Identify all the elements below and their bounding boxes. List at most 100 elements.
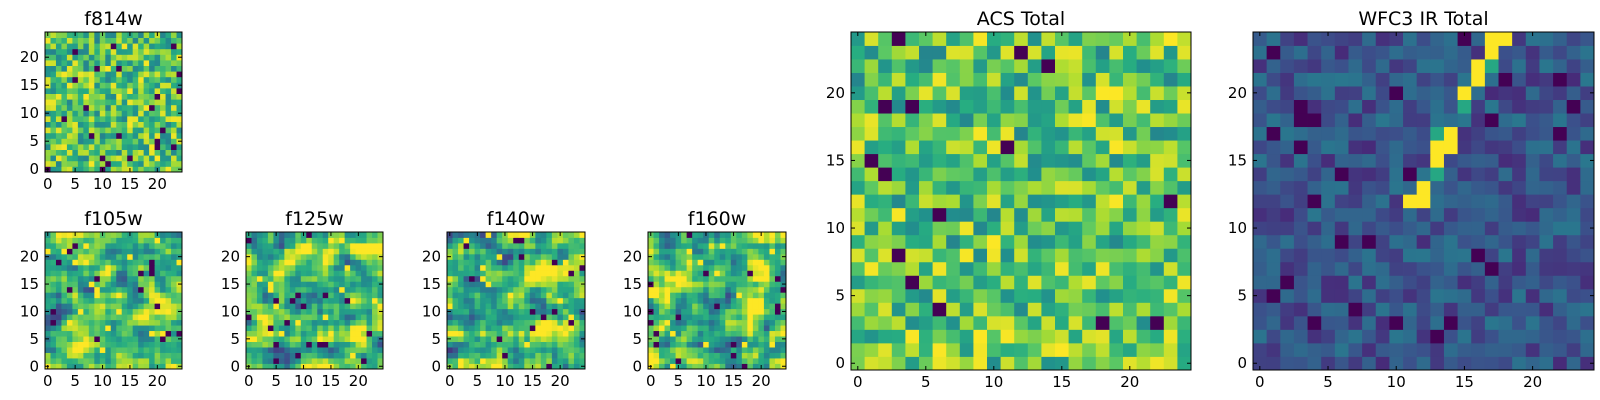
heatmap-cell — [714, 308, 721, 315]
heatmap-cell — [458, 270, 464, 277]
heatmap-cell — [132, 127, 139, 134]
heatmap-cell — [1539, 167, 1554, 182]
heatmap-cell — [94, 319, 101, 326]
heatmap-cell — [573, 363, 580, 370]
heatmap-cell — [171, 76, 177, 83]
heatmap-cell — [686, 286, 693, 293]
heatmap-cell — [1150, 234, 1165, 249]
heatmap-cell — [149, 286, 155, 293]
heatmap-cell — [659, 330, 665, 337]
heatmap-cell — [697, 292, 704, 299]
heatmap-cell — [681, 347, 688, 353]
heatmap-cell — [485, 336, 492, 342]
heatmap-cell — [127, 259, 134, 266]
heatmap-cell — [1123, 288, 1137, 303]
heatmap-cell — [946, 302, 961, 317]
heatmap-cell — [774, 308, 781, 315]
heatmap-cell — [366, 292, 373, 299]
heatmap-cell — [452, 347, 459, 353]
heatmap-cell — [664, 314, 671, 321]
heatmap-cell — [496, 336, 503, 342]
heatmap-cell — [1068, 315, 1083, 330]
heatmap-cell — [1177, 126, 1192, 141]
heatmap-cell — [171, 232, 177, 238]
heatmap-cell — [524, 264, 531, 271]
heatmap-cell — [1055, 275, 1069, 290]
heatmap-cell — [1000, 194, 1015, 209]
heatmap-cell — [88, 264, 95, 271]
heatmap-cell — [149, 166, 155, 173]
heatmap-cell — [562, 308, 569, 315]
heatmap-cell — [295, 242, 302, 249]
heatmap-cell — [339, 237, 346, 244]
heatmap-cell — [774, 314, 781, 321]
heatmap-cell — [752, 325, 759, 332]
heatmap-cell — [891, 288, 906, 303]
heatmap-cell — [513, 308, 520, 315]
heatmap-cell — [664, 347, 671, 353]
heatmap-cell — [350, 352, 356, 359]
heatmap-cell — [562, 314, 569, 321]
heatmap-cell — [551, 237, 558, 244]
heatmap-cell — [256, 325, 263, 332]
heatmap-cell — [670, 248, 676, 255]
heatmap-cell — [160, 65, 166, 72]
heatmap-cell — [322, 292, 329, 299]
heatmap-cell — [747, 248, 754, 255]
heatmap-cell — [959, 342, 974, 357]
heatmap-cell — [1334, 248, 1349, 263]
heatmap-cell — [703, 292, 710, 299]
heatmap-cell — [1177, 261, 1192, 276]
heatmap-cell — [1566, 275, 1581, 290]
heatmap-cell — [1266, 261, 1281, 276]
heatmap-cell — [730, 325, 737, 332]
heatmap-cell — [659, 259, 665, 266]
heatmap-cell — [513, 292, 520, 299]
heatmap-cell — [1457, 207, 1472, 222]
heatmap-cell — [1362, 234, 1377, 249]
heatmap-cell — [1136, 315, 1151, 330]
heatmap-cell — [659, 297, 665, 304]
heatmap-cell — [99, 325, 106, 332]
heatmap-cell — [132, 275, 139, 282]
heatmap-cell — [138, 352, 145, 359]
heatmap-cell — [372, 352, 378, 359]
heatmap-cell — [322, 341, 329, 348]
heatmap-cell — [747, 259, 754, 266]
heatmap-cell — [540, 341, 547, 348]
heatmap-cell — [149, 155, 155, 162]
heatmap-cell — [50, 363, 57, 370]
heatmap-cell — [350, 314, 356, 321]
heatmap-cell — [72, 48, 79, 55]
heatmap-cell — [946, 207, 961, 222]
heatmap-cell — [61, 325, 68, 332]
heatmap-cell — [344, 253, 351, 260]
heatmap-cell — [66, 341, 73, 348]
heatmap-cell — [83, 155, 90, 162]
heatmap-cell — [154, 347, 161, 353]
heatmap-cell — [1566, 180, 1581, 195]
heatmap-cell — [780, 232, 787, 238]
x-tick-label: 20 — [1120, 373, 1139, 391]
heatmap-cell — [105, 319, 112, 326]
axes-frame — [446, 231, 586, 370]
heatmap-cell — [653, 232, 660, 238]
heatmap-cell — [1109, 140, 1124, 155]
heatmap-cell — [741, 303, 748, 310]
heatmap-cell — [1027, 329, 1042, 344]
heatmap-cell — [692, 232, 699, 238]
heatmap-cell — [165, 54, 172, 61]
heatmap-cell — [1095, 72, 1110, 87]
heatmap-cell — [45, 259, 51, 266]
heatmap-cell — [1000, 221, 1015, 236]
heatmap-cell — [350, 347, 356, 353]
heatmap-cell — [758, 336, 765, 342]
heatmap-cell — [143, 303, 150, 310]
heatmap-cell — [1123, 275, 1137, 290]
heatmap-cell — [110, 104, 117, 111]
heatmap-cell — [1163, 140, 1178, 155]
heatmap-cell — [116, 330, 123, 337]
heatmap-cell — [289, 297, 296, 304]
heatmap-cell — [551, 259, 558, 266]
heatmap-cell — [171, 166, 177, 173]
